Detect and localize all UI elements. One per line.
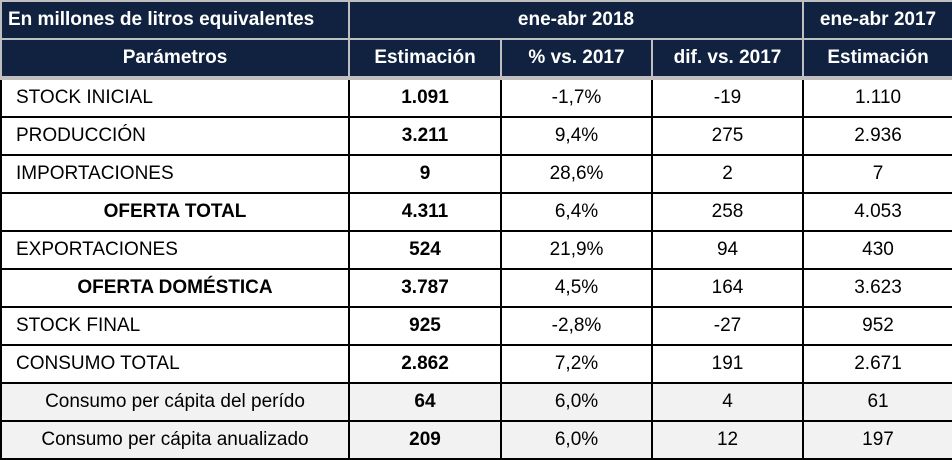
- est-2018-cell: 64: [348, 382, 502, 422]
- pct-cell: 7,2%: [500, 344, 653, 384]
- dif-cell: 2: [650, 154, 805, 194]
- table-row-consumo-total: CONSUMO TOTAL 2.862 7,2% 191 2.671: [0, 344, 952, 384]
- pct-cell: 9,4%: [500, 116, 653, 156]
- col-header-dif-vs-2017: dif. vs. 2017: [650, 38, 805, 80]
- units-label: En millones de litros equivalentes: [0, 0, 350, 40]
- est-2017-cell: 61: [802, 382, 952, 422]
- row-label: STOCK INICIAL: [0, 77, 350, 118]
- table-row-exportaciones: EXPORTACIONES 524 21,9% 94 430: [0, 230, 952, 270]
- row-label: OFERTA TOTAL: [0, 192, 350, 232]
- dif-cell: 275: [650, 116, 805, 156]
- dif-cell: -27: [650, 306, 805, 346]
- table-row-oferta-total: OFERTA TOTAL 4.311 6,4% 258 4.053: [0, 192, 952, 232]
- est-2018-cell: 209: [348, 420, 502, 460]
- row-label: PRODUCCIÓN: [0, 116, 350, 156]
- table-row-stock-inicial: STOCK INICIAL 1.091 -1,7% -19 1.110: [0, 77, 952, 118]
- est-2018-cell: 524: [348, 230, 502, 270]
- pct-cell: -2,8%: [500, 306, 653, 346]
- est-2018-cell: 3.211: [348, 116, 502, 156]
- est-2017-cell: 430: [802, 230, 952, 270]
- dif-cell: 258: [650, 192, 805, 232]
- row-label: EXPORTACIONES: [0, 230, 350, 270]
- pct-cell: 6,0%: [500, 420, 653, 460]
- header-row-columns: Parámetros Estimación % vs. 2017 dif. vs…: [0, 38, 952, 80]
- pct-cell: 4,5%: [500, 268, 653, 308]
- table-row-produccion: PRODUCCIÓN 3.211 9,4% 275 2.936: [0, 116, 952, 156]
- table-row-consumo-per-capita-periodo: Consumo per cápita del perído 64 6,0% 4 …: [0, 382, 952, 422]
- est-2018-cell: 2.862: [348, 344, 502, 384]
- table-row-oferta-domestica: OFERTA DOMÉSTICA 3.787 4,5% 164 3.623: [0, 268, 952, 308]
- est-2017-cell: 197: [802, 420, 952, 460]
- col-header-parametros: Parámetros: [0, 38, 350, 80]
- dif-cell: -19: [650, 77, 805, 118]
- col-header-pct-vs-2017: % vs. 2017: [500, 38, 653, 80]
- est-2017-cell: 2.671: [802, 344, 952, 384]
- est-2017-cell: 952: [802, 306, 952, 346]
- pct-cell: 28,6%: [500, 154, 653, 194]
- est-2017-cell: 7: [802, 154, 952, 194]
- row-label: OFERTA DOMÉSTICA: [0, 268, 350, 308]
- table-row-consumo-per-capita-anualizado: Consumo per cápita anualizado 209 6,0% 1…: [0, 420, 952, 460]
- est-2017-cell: 4.053: [802, 192, 952, 232]
- period-current-header: ene-abr 2018: [347, 0, 805, 40]
- row-label: IMPORTACIONES: [0, 154, 350, 194]
- est-2018-cell: 9: [348, 154, 502, 194]
- est-2017-cell: 1.110: [802, 77, 952, 118]
- dif-cell: 94: [650, 230, 805, 270]
- row-label: STOCK FINAL: [0, 306, 350, 346]
- pct-cell: 21,9%: [500, 230, 653, 270]
- est-2018-cell: 3.787: [348, 268, 502, 308]
- row-label: Consumo per cápita anualizado: [0, 420, 350, 460]
- pct-cell: 6,0%: [500, 382, 653, 422]
- est-2017-cell: 2.936: [802, 116, 952, 156]
- row-label: CONSUMO TOTAL: [0, 344, 350, 384]
- dif-cell: 164: [650, 268, 805, 308]
- est-2018-cell: 925: [348, 306, 502, 346]
- pct-cell: 6,4%: [500, 192, 653, 232]
- col-header-estimacion-2017: Estimación: [802, 38, 952, 80]
- pct-cell: -1,7%: [500, 77, 653, 118]
- dif-cell: 191: [650, 344, 805, 384]
- row-label: Consumo per cápita del perído: [0, 382, 350, 422]
- header-row-periods: En millones de litros equivalentes ene-a…: [0, 0, 952, 40]
- period-previous-header: ene-abr 2017: [802, 0, 952, 40]
- table-row-stock-final: STOCK FINAL 925 -2,8% -27 952: [0, 306, 952, 346]
- est-2018-cell: 4.311: [348, 192, 502, 232]
- est-2017-cell: 3.623: [802, 268, 952, 308]
- dif-cell: 12: [650, 420, 805, 460]
- est-2018-cell: 1.091: [348, 77, 502, 118]
- col-header-estimacion-2018: Estimación: [348, 38, 502, 80]
- table-row-importaciones: IMPORTACIONES 9 28,6% 2 7: [0, 154, 952, 194]
- dif-cell: 4: [650, 382, 805, 422]
